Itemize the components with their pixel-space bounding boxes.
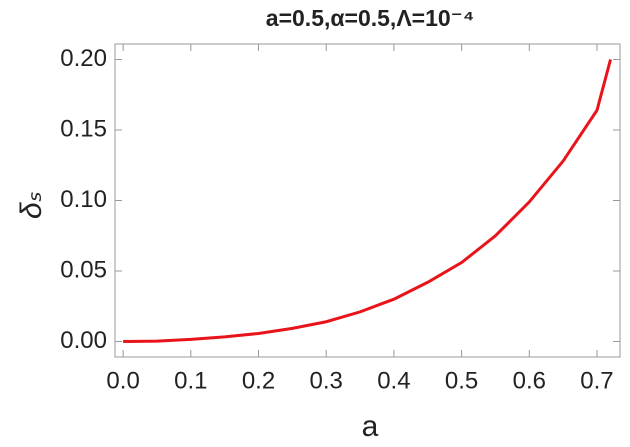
y-tick-label: 0.10 — [60, 186, 107, 213]
x-tick-label: 0.2 — [242, 367, 275, 394]
x-tick-label: 0.0 — [106, 367, 139, 394]
chart-title: a=0.5,α=0.5,Λ=10⁻⁴ — [266, 5, 474, 31]
x-tick-label: 0.5 — [445, 367, 478, 394]
y-tick-label: 0.00 — [60, 327, 107, 354]
y-tick-label: 0.15 — [60, 115, 107, 142]
y-tick-label: 0.20 — [60, 45, 107, 72]
x-tick-label: 0.7 — [580, 367, 613, 394]
y-tick-label: 0.05 — [60, 256, 107, 283]
data-line — [123, 59, 612, 343]
x-tick-label: 0.4 — [377, 367, 410, 394]
x-tick-label: 0.3 — [310, 367, 343, 394]
y-axis-label: δₛ — [15, 191, 48, 219]
x-axis-label: a — [362, 410, 379, 443]
x-tick-label: 0.6 — [513, 367, 546, 394]
x-tick-label: 0.1 — [174, 367, 207, 394]
